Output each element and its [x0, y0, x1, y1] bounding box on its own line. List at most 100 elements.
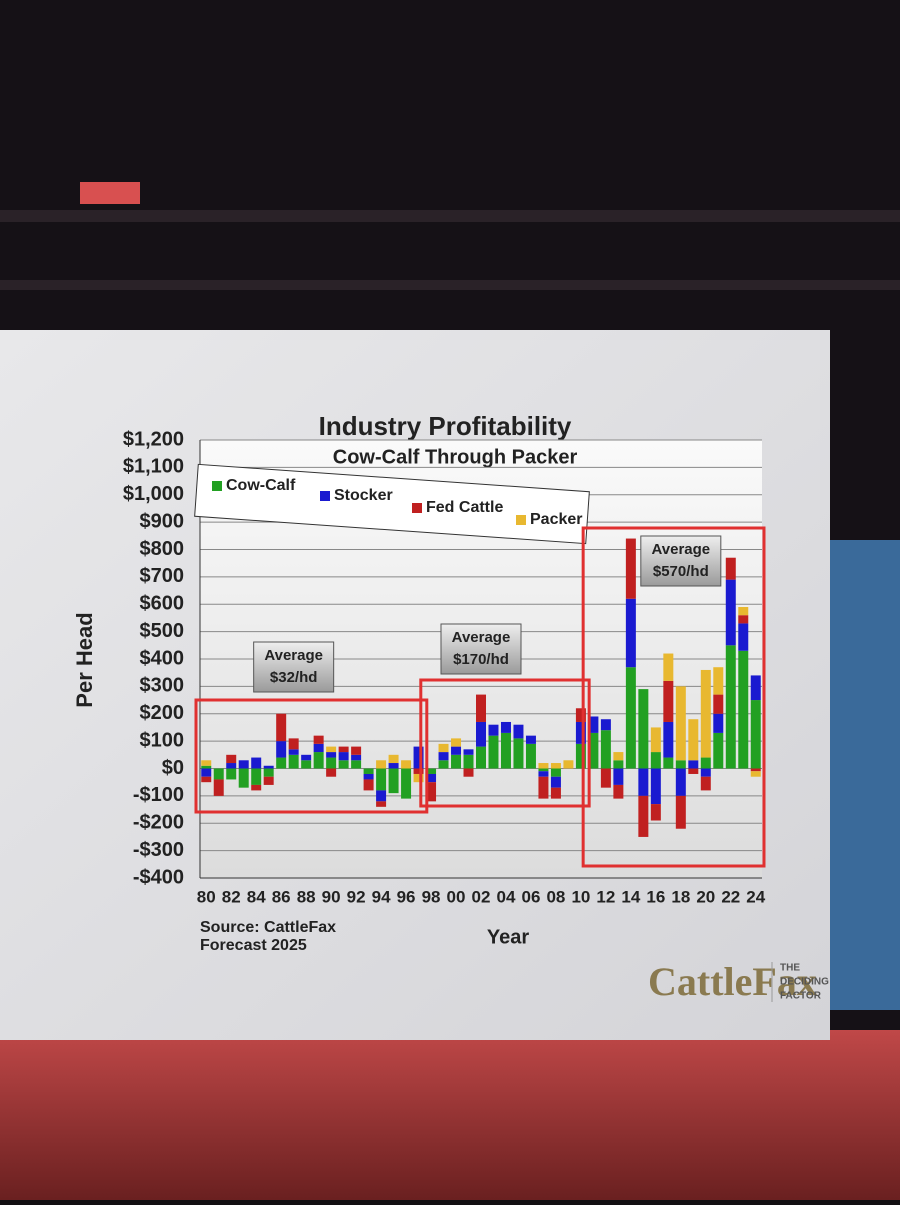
- bar-segment: [201, 760, 212, 766]
- legend-label: Packer: [530, 511, 583, 528]
- bar-segment: [376, 760, 387, 769]
- bar-segment: [463, 768, 474, 777]
- bar-segment: [226, 763, 237, 769]
- bar-segment: [251, 757, 262, 769]
- y-tick-label: $200: [140, 702, 185, 724]
- legend: Cow-Calf Stocker Fed Cattle Packer: [194, 463, 590, 545]
- bar-segment: [401, 760, 412, 769]
- y-tick-label: -$200: [133, 812, 184, 834]
- bar-segment: [251, 768, 262, 785]
- bar-segment: [613, 760, 624, 769]
- bar-segment: [388, 754, 399, 764]
- bar-segment: [550, 768, 561, 777]
- annotation: Average: [264, 647, 323, 664]
- bar-segment: [338, 746, 349, 753]
- bar-segment: [588, 716, 599, 733]
- bar-segment: [363, 779, 374, 791]
- bar-segment: [351, 754, 362, 761]
- bar-segment: [613, 752, 624, 761]
- bar-segment: [600, 768, 611, 788]
- x-tick-label: 92: [347, 887, 366, 906]
- bar-segment: [700, 757, 711, 769]
- bar-segment: [263, 768, 274, 777]
- bar-segment: [263, 776, 274, 785]
- y-tick-label: $1,200: [123, 428, 184, 450]
- bar-segment: [650, 804, 661, 821]
- x-tick-label: 04: [497, 887, 516, 906]
- annotation: Average: [651, 541, 710, 558]
- annotation: Average: [452, 629, 511, 646]
- range-frame: [194, 698, 429, 814]
- bar-segment: [238, 768, 249, 788]
- bar-segment: [500, 732, 511, 769]
- y-tick-label: -$400: [133, 866, 184, 888]
- bar-segment: [313, 752, 324, 769]
- bar-segment: [388, 763, 399, 769]
- bar-segment: [750, 675, 761, 701]
- bar-segment: [575, 708, 586, 722]
- bar-segment: [201, 776, 212, 783]
- legend-label: Fed Cattle: [426, 499, 503, 516]
- bar-segment: [638, 689, 649, 769]
- x-tick-label: 20: [696, 887, 715, 906]
- bar-segment: [363, 773, 374, 780]
- x-tick-label: 88: [297, 887, 316, 906]
- bar-segment: [201, 768, 212, 777]
- bar-segment: [525, 743, 536, 769]
- bar-segment: [426, 773, 437, 783]
- bar-segment: [675, 760, 686, 769]
- bar-segment: [713, 667, 724, 695]
- bar-segment: [288, 738, 299, 750]
- bar-segment: [426, 768, 437, 774]
- bar-segment: [451, 754, 462, 769]
- legend-swatch: [516, 515, 526, 525]
- annotation-box: [440, 623, 522, 675]
- bar-segment: [338, 760, 349, 769]
- annotation: $570/hd: [653, 563, 709, 580]
- bar-segment: [638, 795, 649, 837]
- y-tick-label: $1,000: [123, 483, 184, 505]
- x-tick-label: 10: [571, 887, 590, 906]
- annotation: $32/hd: [270, 669, 318, 686]
- bar-segment: [625, 598, 636, 668]
- bar-segment: [513, 738, 524, 769]
- x-tick-label: 14: [621, 887, 640, 906]
- x-tick-label: 08: [546, 887, 565, 906]
- bar-segment: [538, 763, 549, 769]
- bar-segment: [488, 735, 499, 769]
- bar-segment: [525, 735, 536, 744]
- tagline: THE: [780, 963, 800, 974]
- bar-segment: [625, 538, 636, 599]
- chart-title: Industry Profitability: [319, 411, 572, 441]
- range-frame: [581, 526, 766, 868]
- bar-segment: [226, 768, 237, 780]
- bar-segment: [725, 557, 736, 580]
- bar-segment: [276, 741, 287, 758]
- bar-segment: [438, 760, 449, 769]
- annotation-box: [253, 641, 335, 693]
- bar-segment: [563, 760, 574, 769]
- bar-segment: [488, 724, 499, 736]
- bar-segment: [263, 765, 274, 769]
- bar-segment: [675, 795, 686, 829]
- x-tick-label: 82: [222, 887, 241, 906]
- bar-segment: [351, 746, 362, 755]
- x-axis-label: Year: [487, 926, 529, 948]
- bar-segment: [313, 743, 324, 753]
- logo: CattleFax: [648, 959, 817, 1004]
- y-tick-label: $300: [140, 675, 185, 697]
- bar-segment: [351, 760, 362, 769]
- x-tick-label: 12: [596, 887, 615, 906]
- bar-segment: [413, 746, 424, 769]
- y-tick-label: $0: [162, 757, 184, 779]
- bar-segment: [550, 763, 561, 769]
- truss: [0, 280, 900, 290]
- x-tick-label: 90: [322, 887, 341, 906]
- bar-segment: [575, 743, 586, 769]
- annotation-box: [640, 535, 722, 587]
- bar-segment: [738, 650, 749, 769]
- x-tick-label: 84: [247, 887, 266, 906]
- chart: Industry Profitability Cow-Calf Through …: [72, 411, 829, 1004]
- bar-segment: [650, 752, 661, 769]
- annotation: $170/hd: [453, 651, 509, 668]
